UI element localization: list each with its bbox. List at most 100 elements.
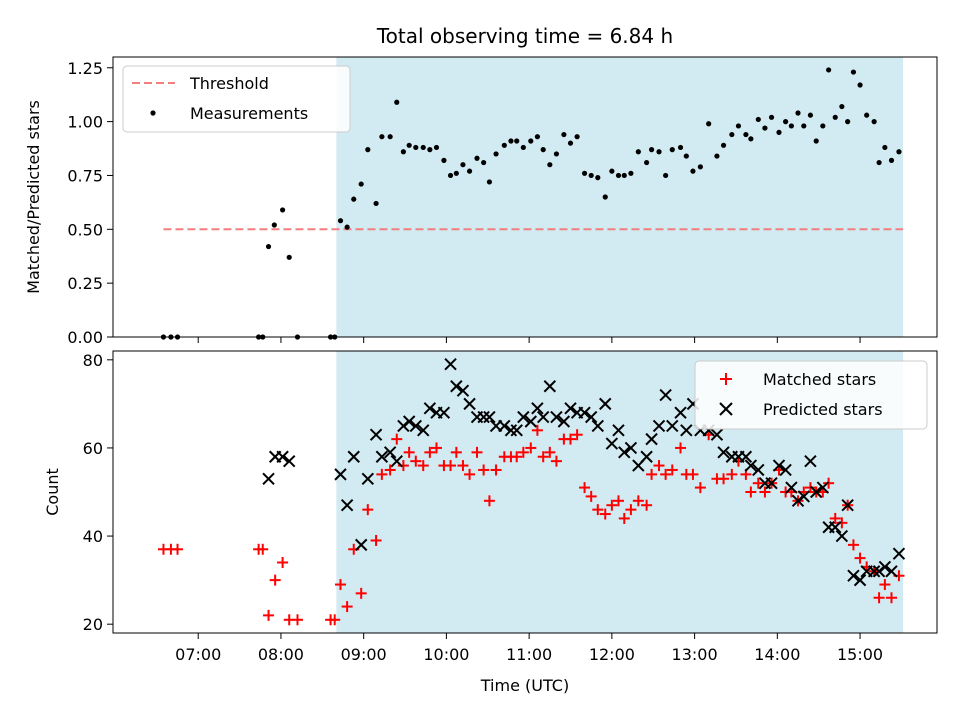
- measurement-point: [481, 159, 487, 166]
- predicted-star-marker: [262, 472, 275, 485]
- matched-star-marker: [277, 557, 289, 568]
- matched-star-marker: [579, 482, 591, 494]
- matched-star-marker: [370, 534, 382, 546]
- measurement-point: [581, 170, 588, 176]
- predicted-star-marker: [867, 565, 881, 578]
- matched-star-marker: [424, 446, 436, 458]
- top-y-axis-label: Matched/Predicted stars: [24, 100, 43, 294]
- y-tick-label: 0.75: [67, 166, 103, 185]
- measurement-point: [826, 67, 832, 73]
- measurement-point: [690, 168, 696, 174]
- bottom-x-axis-ticks: 07:00 08:00 09:00 10:00 11:00 12:00 13:00 14:00…: [175, 633, 883, 664]
- x-tick-label: 11:00: [506, 645, 552, 664]
- predicted-star-marker: [779, 463, 792, 477]
- matched-star-marker: [873, 592, 885, 604]
- measurement-point: [748, 136, 754, 142]
- measurement-point: [876, 159, 882, 166]
- matched-star-marker: [257, 543, 269, 555]
- predicted-star-marker: [584, 410, 598, 424]
- measurement-point: [743, 131, 749, 138]
- predicted-star-marker: [483, 410, 496, 424]
- observing-window-band: [336, 57, 904, 337]
- matched-star-marker: [478, 464, 490, 476]
- matched-star-marker: [585, 490, 597, 502]
- measurement-point: [783, 119, 789, 125]
- measurement-point: [547, 162, 553, 168]
- measurement-point: [420, 144, 426, 151]
- measurement-point: [864, 112, 870, 118]
- measurement-point: [394, 99, 400, 105]
- matched-star-marker: [483, 495, 495, 507]
- matched-star-marker: [625, 504, 637, 516]
- y-tick-label: 0.50: [67, 220, 103, 239]
- matched-star-marker: [531, 424, 543, 436]
- matched-star-marker: [417, 460, 429, 472]
- predicted-star-marker: [680, 424, 693, 437]
- predicted-star-marker: [618, 446, 631, 459]
- predicted-star-marker: [578, 406, 591, 419]
- matched-star-marker: [666, 464, 678, 476]
- top-legend: Threshold Measurements: [122, 65, 351, 133]
- observing-window-shade-top: [336, 57, 904, 337]
- matched-star-marker: [384, 464, 396, 476]
- predicted-star-marker: [423, 402, 437, 415]
- measurement-point: [615, 172, 622, 179]
- predicted-star-marker: [463, 397, 476, 411]
- predicted-star-marker: [605, 437, 619, 450]
- predicted-star-marker: [437, 406, 451, 419]
- matched-star-marker: [879, 579, 891, 591]
- matched-star-marker: [490, 464, 502, 476]
- matched-star-marker: [410, 455, 422, 467]
- measurement-point: [493, 151, 499, 157]
- measurement-point: [528, 138, 534, 144]
- matched-star-marker: [403, 446, 415, 458]
- measurement-point: [466, 168, 473, 174]
- measurement-point: [540, 147, 546, 153]
- matched-star-marker: [544, 446, 556, 458]
- measurement-point: [400, 149, 406, 155]
- predicted-star-marker: [674, 406, 687, 419]
- predicted-star-marker: [710, 428, 724, 441]
- measurement-point: [871, 119, 877, 125]
- measurement-point: [845, 119, 851, 125]
- predicted-star-marker: [892, 547, 906, 560]
- measurement-point: [635, 149, 641, 155]
- bottom-plot-frame: [112, 350, 938, 634]
- matched-star-marker: [618, 512, 630, 524]
- matched-star-marker: [335, 579, 347, 591]
- legend-predicted-label: Predicted stars: [763, 400, 883, 419]
- predicted-star-marker: [536, 410, 550, 424]
- matched-star-marker: [836, 517, 848, 529]
- matched-star-marker: [355, 587, 367, 599]
- measurement-point: [595, 175, 601, 181]
- y-tick-label: 60: [83, 439, 103, 458]
- measurement-point: [755, 116, 761, 123]
- predicted-star-marker: [450, 380, 463, 393]
- y-tick-label: 1.25: [67, 59, 103, 78]
- predicted-star-marker: [444, 358, 457, 371]
- matched-star-marker: [759, 486, 771, 498]
- x-tick-label: 13:00: [672, 645, 718, 664]
- measurement-point: [888, 157, 895, 163]
- predicted-star-marker: [498, 419, 511, 433]
- matched-star-marker: [612, 495, 624, 507]
- legend-predicted-swatch: [719, 402, 733, 416]
- matched-star-marker: [291, 614, 303, 626]
- predicted-star-marker: [752, 463, 765, 477]
- top-panel: 0.00 0.25 0.50 0.75 1.00 1.25 Matched/Predict…: [24, 56, 938, 347]
- top-plot-frame: [112, 56, 938, 338]
- matched-star-marker: [263, 609, 275, 621]
- measurement-point: [271, 222, 277, 228]
- measurement-point: [663, 172, 669, 179]
- bottom-y-axis-label: Count: [43, 468, 62, 516]
- predicted-star-marker: [504, 424, 518, 437]
- measurement-point: [788, 123, 794, 129]
- measurement-point: [714, 153, 720, 159]
- matched-star-marker: [511, 451, 523, 463]
- matched-star-marker: [341, 601, 353, 613]
- matched-star-marker: [565, 433, 577, 445]
- x-tick-label: 09:00: [341, 645, 387, 664]
- matched-star-marker: [847, 539, 859, 551]
- x-tick-label: 12:00: [589, 645, 635, 664]
